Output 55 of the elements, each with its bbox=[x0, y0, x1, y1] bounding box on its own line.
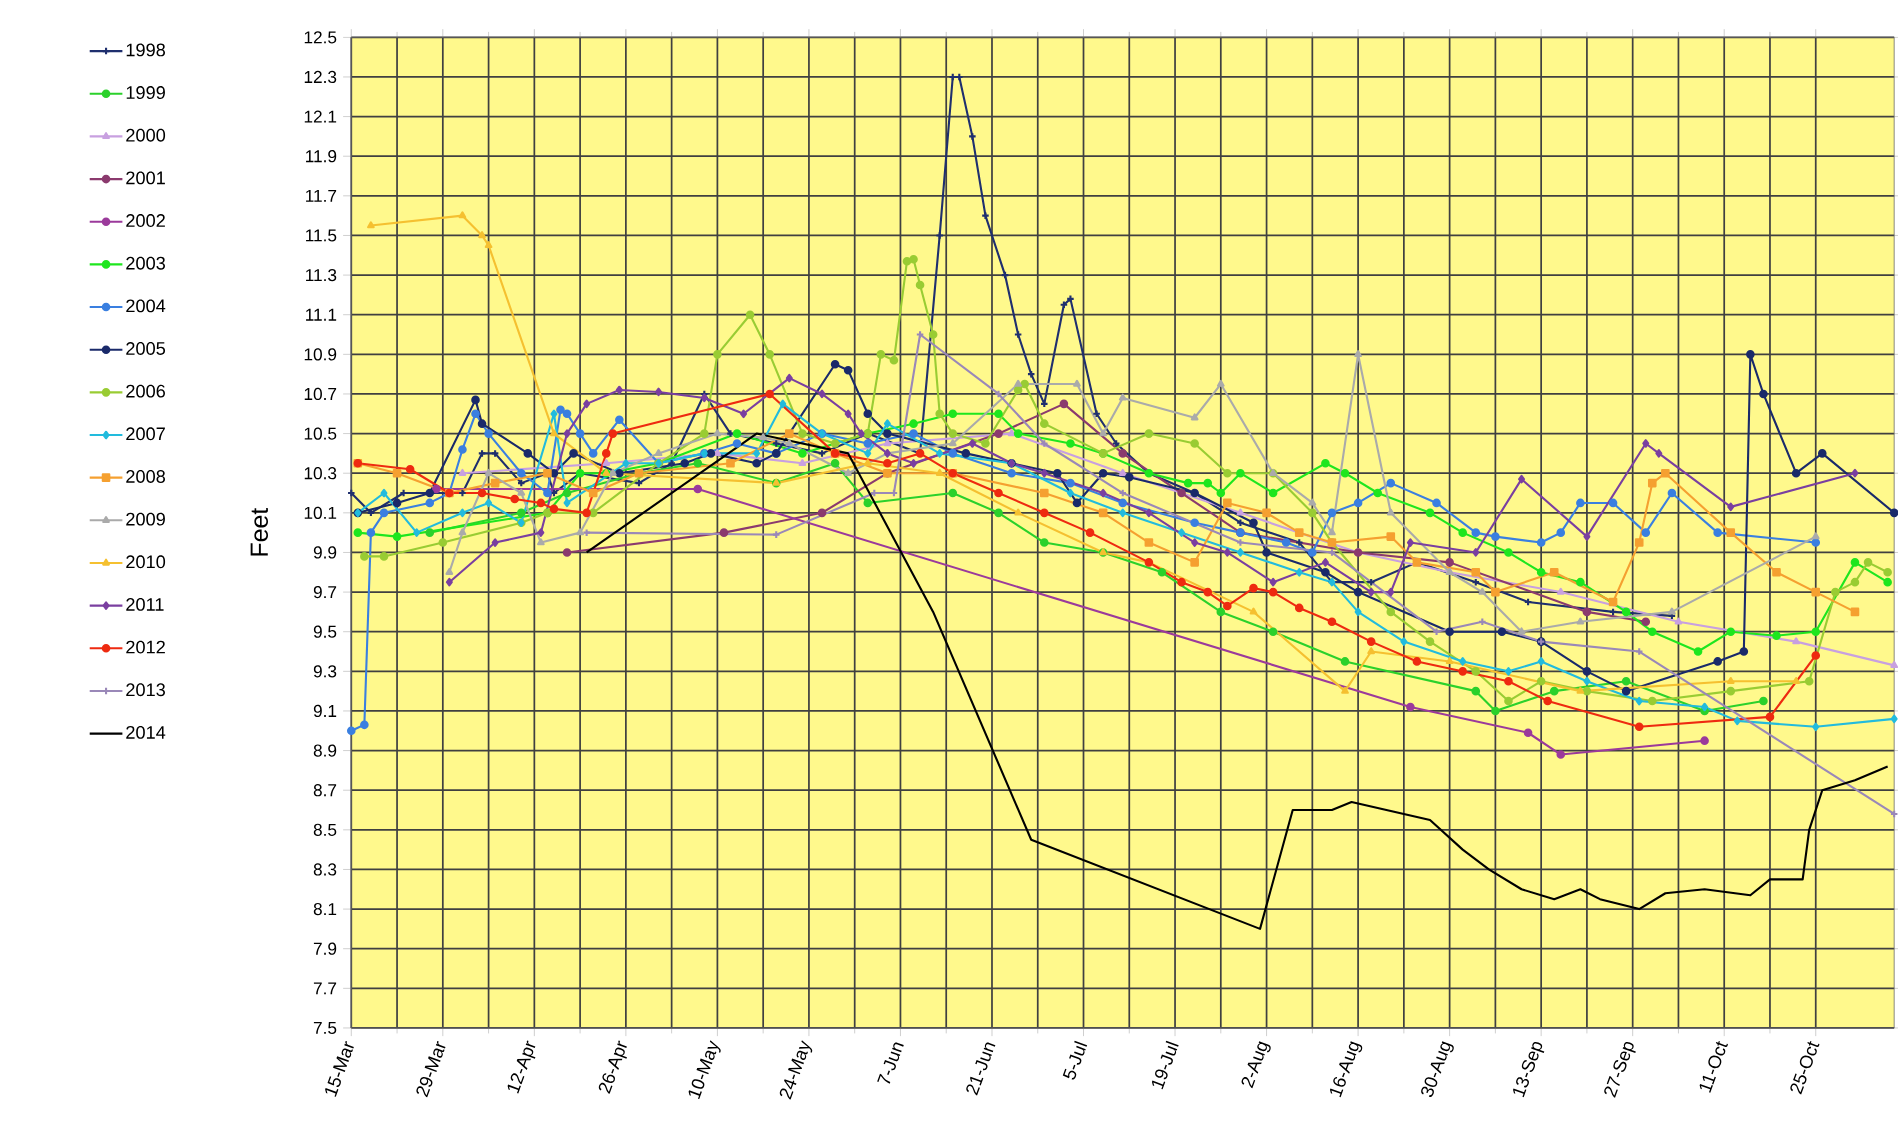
x-tick-label: 25-Oct bbox=[1790, 1041, 1820, 1095]
legend-label: 2003 bbox=[126, 256, 165, 270]
y-tick-label: 9.3 bbox=[313, 665, 337, 678]
y-tick-label: 11.7 bbox=[306, 190, 337, 202]
x-tick-label: 7-Jun bbox=[877, 1042, 904, 1084]
x-tick-label: 21-Jun bbox=[966, 1042, 996, 1096]
y-tick-label: 9.7 bbox=[313, 586, 337, 599]
legend-label: 2013 bbox=[126, 683, 165, 697]
legend-label: 1999 bbox=[126, 86, 165, 100]
x-tick-label: 19-Jul bbox=[1151, 1040, 1179, 1090]
legend-label: 2008 bbox=[126, 470, 166, 484]
y-tick-label: 11.3 bbox=[306, 269, 337, 282]
y-tick-label: 7.9 bbox=[313, 942, 337, 955]
y-tick-label: 10.7 bbox=[304, 388, 337, 401]
legend-label: 2009 bbox=[126, 512, 165, 526]
y-tick-label: 8.7 bbox=[313, 784, 337, 797]
y-tick-label: 11.9 bbox=[306, 150, 337, 163]
y-tick-label: 9.9 bbox=[313, 546, 337, 559]
y-tick-label: 11.1 bbox=[306, 308, 337, 321]
y-tick-label: 10.5 bbox=[304, 427, 337, 440]
y-tick-label: 7.5 bbox=[313, 1022, 337, 1035]
legend-label: 2006 bbox=[126, 384, 165, 398]
legend-label: 2000 bbox=[126, 128, 166, 142]
y-axis-title: Feet bbox=[250, 508, 269, 556]
x-tick-label: 29-Mar bbox=[416, 1041, 446, 1098]
y-tick-label: 12.3 bbox=[304, 71, 337, 84]
y-tick-label: 8.3 bbox=[313, 863, 337, 876]
legend-label: 2014 bbox=[126, 726, 166, 740]
legend-label: 2011 bbox=[126, 598, 164, 612]
y-tick-label: 10.3 bbox=[304, 467, 337, 480]
legend-label: 2010 bbox=[126, 555, 166, 569]
y-tick-label: 10.9 bbox=[304, 348, 337, 361]
x-tick-label: 26-Apr bbox=[598, 1040, 627, 1095]
legend-label: 2002 bbox=[126, 214, 165, 228]
y-tick-label: 12.5 bbox=[304, 31, 337, 44]
legend-label: 2007 bbox=[126, 427, 165, 441]
y-tick-label: 7.7 bbox=[313, 982, 337, 995]
y-tick-label: 8.1 bbox=[313, 903, 337, 916]
y-tick-label: 9.1 bbox=[313, 705, 337, 718]
y-tick-label: 11.5 bbox=[306, 229, 337, 242]
legend-label: 2005 bbox=[126, 342, 166, 356]
y-tick-label: 8.5 bbox=[313, 823, 337, 837]
legend-label: 1998 bbox=[126, 43, 166, 57]
legend-label: 2001 bbox=[126, 171, 165, 185]
x-tick-label: 11-Oct bbox=[1699, 1041, 1728, 1093]
legend-label: 2012 bbox=[126, 640, 165, 654]
x-tick-label: 12-Apr bbox=[507, 1040, 536, 1094]
legend-label: 2004 bbox=[126, 299, 166, 313]
y-tick-label: 10.1 bbox=[304, 506, 337, 520]
x-tick-label: 5-Jul bbox=[1062, 1040, 1088, 1080]
y-tick-label: 8.9 bbox=[313, 744, 337, 757]
y-tick-label: 12.1 bbox=[304, 110, 337, 123]
x-tick-label: 2-Aug bbox=[1241, 1041, 1271, 1089]
y-tick-label: 9.5 bbox=[313, 625, 337, 639]
x-tick-label: 15-Mar bbox=[325, 1041, 354, 1098]
